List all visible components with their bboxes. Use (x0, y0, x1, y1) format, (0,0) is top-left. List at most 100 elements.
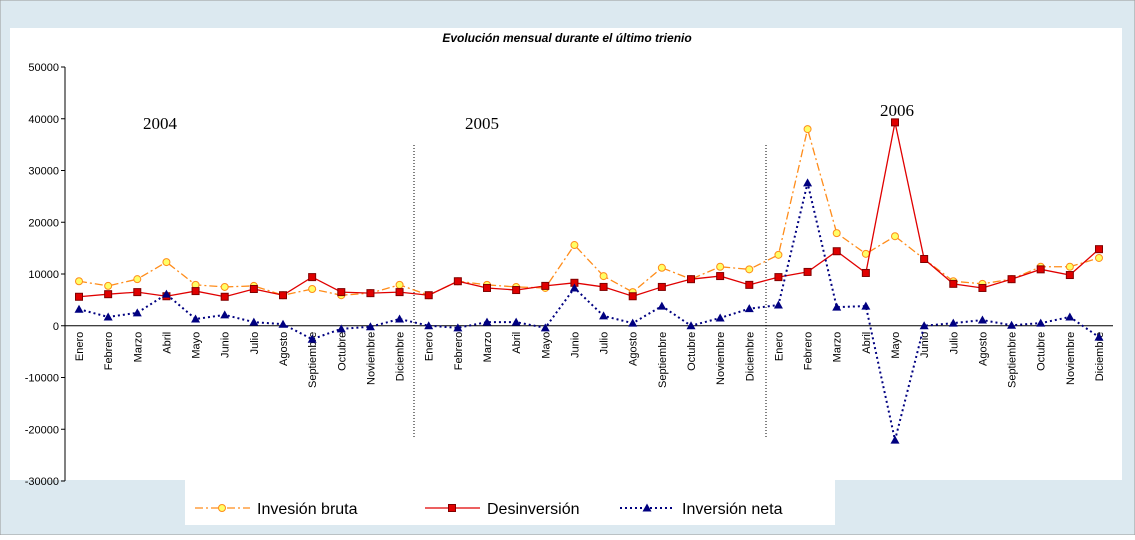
point (75, 277, 83, 286)
point (861, 249, 870, 258)
x-tick-label: Enero (74, 332, 86, 361)
point (599, 311, 609, 320)
point (74, 304, 84, 313)
point (133, 275, 142, 284)
point (512, 286, 521, 295)
point (483, 283, 491, 292)
x-tick-label: Septiembre (307, 332, 319, 388)
point (745, 265, 754, 274)
y-tick-label: 10000 (28, 269, 59, 281)
legend-marker (642, 503, 652, 512)
point (104, 281, 113, 290)
point (803, 267, 812, 276)
x-tick-label: Mayo (540, 332, 552, 359)
point (1007, 320, 1017, 329)
point (453, 277, 462, 286)
point (716, 262, 725, 271)
plot-background (10, 28, 1122, 480)
point (161, 289, 171, 298)
point (1065, 312, 1075, 321)
point (395, 288, 404, 297)
point (1095, 253, 1103, 262)
point (599, 282, 608, 291)
x-tick-label: Mayo (191, 332, 203, 359)
series-line (78, 122, 1100, 298)
x-tick-label: Octubre (1036, 332, 1048, 371)
y-tick-label: -20000 (25, 424, 59, 436)
point (278, 319, 288, 328)
point (657, 263, 666, 272)
point (249, 317, 259, 326)
x-tick-label: Septiembre (1007, 332, 1019, 388)
point (103, 312, 113, 321)
point (745, 280, 754, 289)
point (308, 273, 317, 282)
x-tick-label: Junio (919, 332, 931, 358)
point (220, 292, 229, 301)
point (511, 317, 521, 326)
point (104, 290, 113, 299)
x-tick-label: Octubre (336, 332, 348, 371)
point (191, 287, 200, 296)
x-tick-label: Agosto (628, 332, 640, 366)
point (716, 272, 725, 281)
x-tick-label: Agosto (278, 332, 290, 366)
point (744, 304, 754, 313)
x-tick-label: Marzo (132, 332, 144, 363)
y-tick-label: 30000 (28, 166, 59, 178)
x-tick-label: Diciembre (1094, 332, 1106, 382)
point (482, 317, 492, 326)
point (687, 275, 695, 284)
legend-marker (448, 504, 456, 512)
point (832, 229, 841, 238)
x-tick-label: Junio (569, 332, 581, 358)
point (540, 323, 550, 332)
point (948, 318, 958, 327)
point (715, 313, 725, 322)
point (1065, 262, 1074, 271)
x-tick-label: Diciembre (395, 332, 407, 382)
point (308, 285, 317, 294)
point (803, 178, 813, 187)
x-tick-label: Abril (511, 332, 523, 354)
x-tick-label: Noviembre (1065, 332, 1077, 385)
x-tick-label: Marzo (832, 332, 844, 363)
x-tick-label: Julio (249, 332, 261, 355)
point (336, 324, 346, 333)
x-tick-label: Junio (220, 332, 232, 358)
y-tick-label: 50000 (28, 62, 59, 74)
point (891, 232, 899, 241)
point (133, 288, 142, 297)
x-tick-label: Octubre (686, 332, 698, 371)
point (657, 282, 666, 291)
x-tick-label: Noviembre (715, 332, 727, 385)
point (1036, 318, 1046, 327)
x-tick-label: Enero (424, 332, 436, 361)
point (861, 268, 870, 277)
point (628, 292, 637, 301)
x-tick-label: Julio (599, 332, 611, 355)
point (220, 310, 230, 319)
point (541, 281, 550, 290)
y-tick-label: -30000 (25, 476, 59, 488)
point (803, 125, 812, 134)
point (1065, 271, 1074, 280)
x-tick-label: Agosto (977, 332, 989, 366)
y-tick-label: 20000 (28, 217, 59, 229)
y-tick-label: -10000 (25, 373, 59, 385)
point (307, 334, 317, 343)
point (919, 321, 929, 330)
x-tick-label: Septiembre (657, 332, 669, 388)
year-label: 2005 (465, 114, 499, 133)
point (453, 323, 463, 332)
point (920, 254, 929, 263)
point (1094, 332, 1104, 341)
point (279, 291, 287, 300)
point (977, 315, 987, 324)
point (395, 280, 404, 289)
point (686, 321, 696, 330)
point (890, 435, 900, 444)
point (337, 288, 346, 297)
point (773, 300, 783, 309)
